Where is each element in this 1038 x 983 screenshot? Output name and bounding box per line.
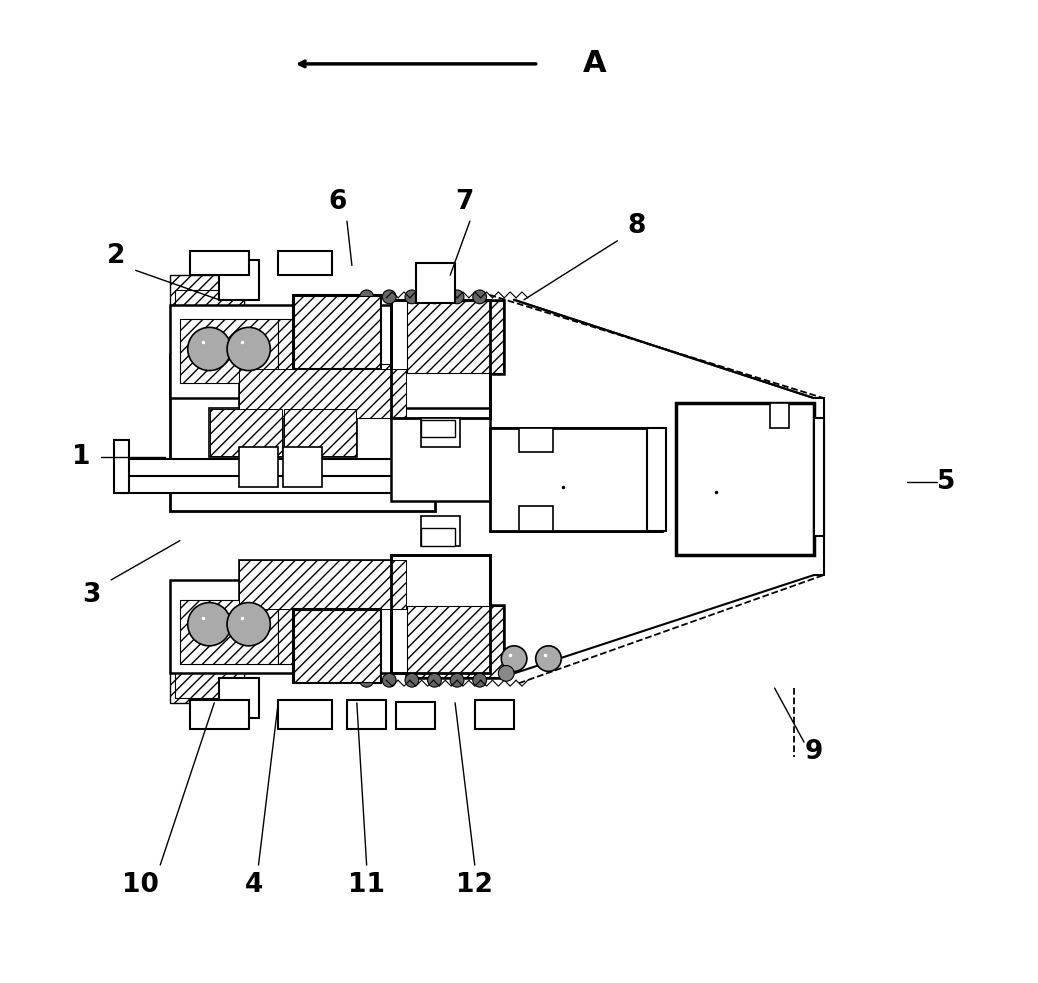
Bar: [391, 555, 490, 673]
Text: 3: 3: [82, 582, 101, 607]
Bar: [278, 600, 357, 664]
Text: 4: 4: [245, 872, 263, 897]
Circle shape: [472, 673, 487, 687]
Circle shape: [405, 290, 418, 304]
Bar: [407, 301, 503, 373]
Bar: [211, 409, 282, 456]
Text: 5: 5: [937, 469, 956, 494]
Bar: [170, 275, 244, 339]
Bar: [239, 560, 406, 609]
Circle shape: [382, 290, 397, 304]
Bar: [420, 420, 455, 437]
Bar: [519, 428, 553, 452]
Bar: [416, 263, 455, 303]
Circle shape: [382, 673, 397, 687]
Bar: [647, 428, 666, 531]
Bar: [170, 580, 436, 673]
Bar: [239, 447, 278, 487]
Bar: [278, 700, 332, 729]
Bar: [283, 408, 357, 457]
Bar: [391, 300, 490, 418]
Circle shape: [428, 673, 441, 687]
Text: 6: 6: [328, 189, 347, 214]
Text: 10: 10: [122, 872, 159, 897]
Bar: [239, 369, 406, 418]
Bar: [210, 408, 283, 457]
Circle shape: [498, 665, 514, 681]
Bar: [474, 700, 514, 729]
Bar: [284, 409, 356, 456]
Circle shape: [360, 290, 374, 304]
Circle shape: [428, 290, 441, 304]
Bar: [170, 305, 436, 398]
Bar: [293, 609, 381, 683]
Bar: [391, 555, 490, 673]
Bar: [175, 644, 244, 698]
Bar: [170, 639, 244, 703]
Bar: [406, 300, 504, 374]
Bar: [219, 260, 258, 300]
Circle shape: [450, 673, 464, 687]
Circle shape: [227, 603, 270, 646]
Bar: [294, 610, 380, 682]
Circle shape: [450, 290, 464, 304]
Bar: [283, 447, 323, 487]
Bar: [293, 295, 381, 369]
Circle shape: [536, 646, 562, 671]
Bar: [519, 506, 553, 531]
Circle shape: [501, 646, 527, 671]
Text: 2: 2: [107, 243, 126, 268]
Text: 12: 12: [457, 872, 493, 897]
Circle shape: [472, 290, 487, 304]
Bar: [490, 428, 661, 531]
Text: 7: 7: [456, 189, 474, 214]
Bar: [420, 528, 455, 546]
Bar: [420, 418, 460, 447]
Bar: [190, 251, 249, 275]
Bar: [407, 606, 503, 677]
Bar: [347, 700, 386, 729]
Bar: [397, 702, 436, 729]
Bar: [219, 678, 258, 718]
Text: 9: 9: [804, 739, 823, 765]
Bar: [175, 290, 244, 344]
Bar: [114, 440, 129, 493]
Bar: [420, 516, 460, 546]
Bar: [244, 364, 431, 418]
Bar: [180, 319, 278, 383]
Circle shape: [405, 673, 418, 687]
Bar: [239, 369, 406, 418]
Bar: [278, 251, 332, 275]
Bar: [814, 418, 824, 536]
Bar: [391, 300, 490, 418]
Text: A: A: [583, 49, 606, 79]
Bar: [294, 296, 380, 368]
Bar: [677, 403, 814, 555]
Bar: [190, 700, 249, 729]
Bar: [278, 319, 357, 383]
Circle shape: [188, 603, 231, 646]
Bar: [406, 605, 504, 678]
Bar: [180, 600, 278, 664]
Bar: [239, 560, 406, 609]
Bar: [120, 476, 445, 493]
Circle shape: [188, 327, 231, 371]
Bar: [170, 354, 436, 511]
Text: 11: 11: [348, 872, 385, 897]
Bar: [120, 459, 445, 477]
Circle shape: [360, 673, 374, 687]
Bar: [769, 403, 789, 428]
Text: 1: 1: [73, 444, 90, 470]
Circle shape: [227, 327, 270, 371]
Bar: [391, 408, 490, 501]
Text: 8: 8: [628, 213, 646, 239]
